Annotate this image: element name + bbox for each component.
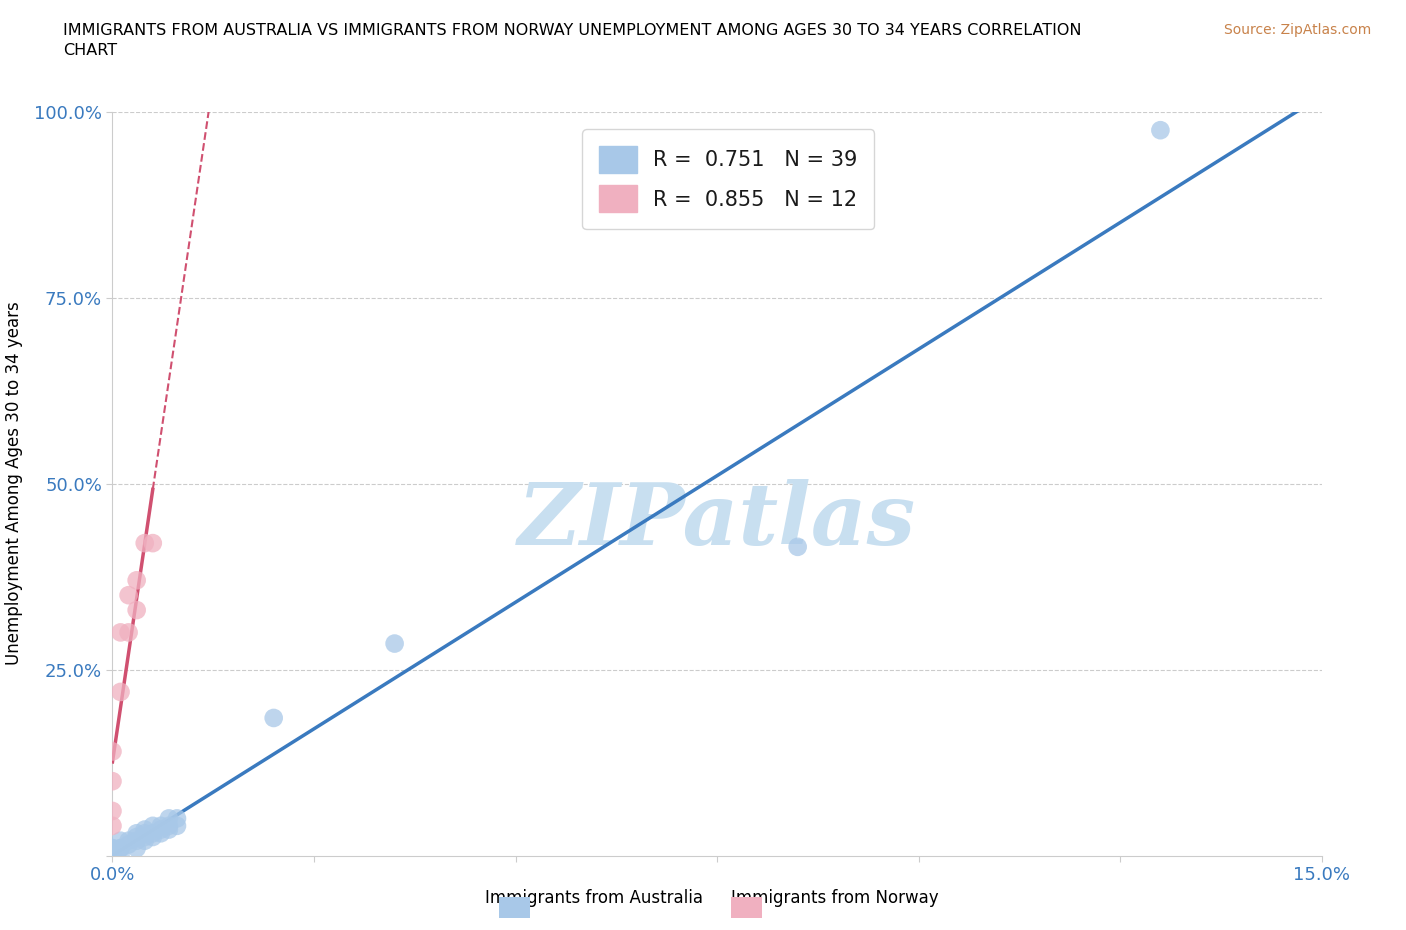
Point (125, 826, 148, 841)
Legend: R =  0.751   N = 39, R =  0.855   N = 12: R = 0.751 N = 39, R = 0.855 N = 12 (582, 129, 875, 229)
Point (149, 822, 172, 837)
Point (101, 848, 124, 863)
Point (101, 844, 124, 859)
Point (101, 744, 124, 759)
Point (110, 841, 132, 856)
Point (101, 848, 124, 863)
Point (142, 826, 165, 841)
Point (125, 841, 148, 856)
Point (149, 818, 172, 833)
Point (101, 818, 124, 833)
Point (142, 818, 165, 833)
Point (125, 603, 148, 618)
Point (101, 841, 124, 856)
Point (101, 848, 124, 863)
Point (117, 833, 139, 848)
Point (101, 804, 124, 818)
Point (125, 573, 148, 588)
Point (101, 848, 124, 863)
Point (166, 811, 188, 826)
Point (142, 830, 165, 844)
Point (117, 625, 139, 640)
Point (263, 711, 285, 725)
Point (134, 826, 156, 841)
Point (157, 818, 180, 833)
Point (110, 848, 132, 863)
Point (149, 826, 172, 841)
Point (110, 625, 132, 640)
Text: Source: ZipAtlas.com: Source: ZipAtlas.com (1223, 23, 1371, 37)
Point (110, 833, 132, 848)
Text: IMMIGRANTS FROM AUSTRALIA VS IMMIGRANTS FROM NORWAY UNEMPLOYMENT AMONG AGES 30 T: IMMIGRANTS FROM AUSTRALIA VS IMMIGRANTS … (63, 23, 1081, 58)
Point (157, 822, 180, 837)
Point (125, 830, 148, 844)
Point (110, 841, 132, 856)
Point (125, 833, 148, 848)
Text: ZIPatlas: ZIPatlas (517, 479, 917, 563)
Point (101, 841, 124, 856)
Point (117, 837, 139, 852)
Point (134, 536, 156, 551)
Y-axis label: Unemployment Among Ages 30 to 34 years: Unemployment Among Ages 30 to 34 years (6, 301, 22, 666)
Point (134, 830, 156, 844)
Point (101, 848, 124, 863)
Text: Immigrants from Australia: Immigrants from Australia (485, 889, 703, 907)
Point (101, 848, 124, 863)
Point (134, 833, 156, 848)
Point (134, 822, 156, 837)
Point (384, 636, 406, 651)
Point (1149, 123, 1171, 138)
Point (101, 848, 124, 863)
Point (110, 684, 132, 699)
Point (166, 818, 188, 833)
Point (101, 774, 124, 789)
Point (157, 811, 180, 826)
Point (117, 588, 139, 603)
Text: Immigrants from Norway: Immigrants from Norway (731, 889, 939, 907)
Point (786, 539, 808, 554)
Point (142, 536, 165, 551)
